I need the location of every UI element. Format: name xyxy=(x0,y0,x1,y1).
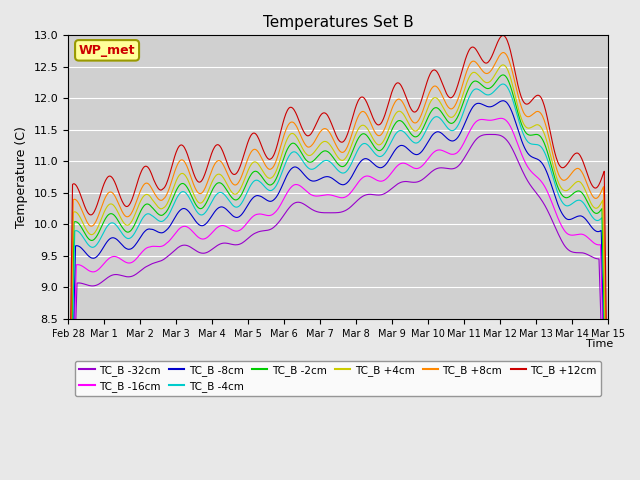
TC_B -4cm xyxy=(74,228,82,234)
TC_B +12cm xyxy=(184,154,192,159)
TC_B -2cm xyxy=(74,220,82,226)
TC_B +8cm xyxy=(213,159,221,165)
TC_B -32cm xyxy=(129,273,137,278)
TC_B -16cm xyxy=(419,162,427,168)
TC_B -4cm xyxy=(184,193,192,199)
TC_B -4cm xyxy=(213,192,221,197)
TC_B -2cm xyxy=(129,224,137,230)
TC_B +12cm xyxy=(604,450,612,456)
TC_B -32cm xyxy=(74,280,82,286)
Legend: TC_B -32cm, TC_B -16cm, TC_B -8cm, TC_B -4cm, TC_B -2cm, TC_B +4cm, TC_B +8cm, T: TC_B -32cm, TC_B -16cm, TC_B -8cm, TC_B … xyxy=(75,361,601,396)
TC_B +8cm xyxy=(419,107,427,112)
TC_B -16cm xyxy=(497,115,505,121)
Line: TC_B +12cm: TC_B +12cm xyxy=(68,36,608,480)
TC_B -32cm xyxy=(419,176,427,182)
TC_B +8cm xyxy=(184,167,192,172)
TC_B -16cm xyxy=(184,225,192,230)
TC_B -8cm xyxy=(74,243,82,249)
TC_B -32cm xyxy=(404,179,412,184)
TC_B -32cm xyxy=(213,243,221,249)
TC_B +12cm xyxy=(419,92,427,97)
TC_B +4cm xyxy=(404,119,412,124)
TC_B -16cm xyxy=(404,162,412,168)
TC_B +8cm xyxy=(74,199,82,205)
Line: TC_B -8cm: TC_B -8cm xyxy=(68,101,608,480)
TC_B -4cm xyxy=(499,81,507,87)
TC_B -32cm xyxy=(184,243,192,249)
TC_B +4cm xyxy=(419,117,427,123)
TC_B -4cm xyxy=(404,133,412,139)
Line: TC_B -4cm: TC_B -4cm xyxy=(68,84,608,480)
TC_B -8cm xyxy=(499,98,507,104)
TC_B +4cm xyxy=(184,178,192,183)
TC_B -2cm xyxy=(499,72,507,78)
TC_B -8cm xyxy=(419,147,427,153)
TC_B +8cm xyxy=(604,467,612,472)
TC_B +4cm xyxy=(74,211,82,216)
Line: TC_B +8cm: TC_B +8cm xyxy=(68,52,608,480)
TC_B -2cm xyxy=(404,126,412,132)
TC_B +8cm xyxy=(404,109,412,115)
TC_B -2cm xyxy=(184,186,192,192)
Text: WP_met: WP_met xyxy=(79,44,135,57)
TC_B -32cm xyxy=(488,132,496,137)
TC_B +12cm xyxy=(499,33,507,38)
TC_B -2cm xyxy=(213,181,221,187)
TC_B -16cm xyxy=(74,262,82,267)
Line: TC_B -16cm: TC_B -16cm xyxy=(68,118,608,480)
Line: TC_B -2cm: TC_B -2cm xyxy=(68,75,608,480)
TC_B +12cm xyxy=(404,98,412,104)
Line: TC_B -32cm: TC_B -32cm xyxy=(68,134,608,480)
TC_B +12cm xyxy=(213,142,221,148)
TC_B +8cm xyxy=(500,49,508,55)
TC_B -4cm xyxy=(129,232,137,238)
TC_B -4cm xyxy=(419,133,427,139)
TC_B -8cm xyxy=(404,146,412,152)
TC_B -2cm xyxy=(419,125,427,131)
TC_B -16cm xyxy=(213,225,221,231)
TC_B -8cm xyxy=(184,208,192,214)
Text: Time: Time xyxy=(586,338,613,348)
TC_B +4cm xyxy=(213,172,221,178)
TC_B +8cm xyxy=(129,206,137,212)
Title: Temperatures Set B: Temperatures Set B xyxy=(262,15,413,30)
TC_B +12cm xyxy=(129,193,137,199)
Line: TC_B +4cm: TC_B +4cm xyxy=(68,65,608,480)
TC_B -8cm xyxy=(213,206,221,212)
TC_B +4cm xyxy=(499,62,507,68)
TC_B -8cm xyxy=(129,244,137,250)
TC_B +4cm xyxy=(129,216,137,221)
TC_B -16cm xyxy=(129,259,137,264)
Y-axis label: Temperature (C): Temperature (C) xyxy=(15,126,28,228)
TC_B +12cm xyxy=(74,185,82,191)
